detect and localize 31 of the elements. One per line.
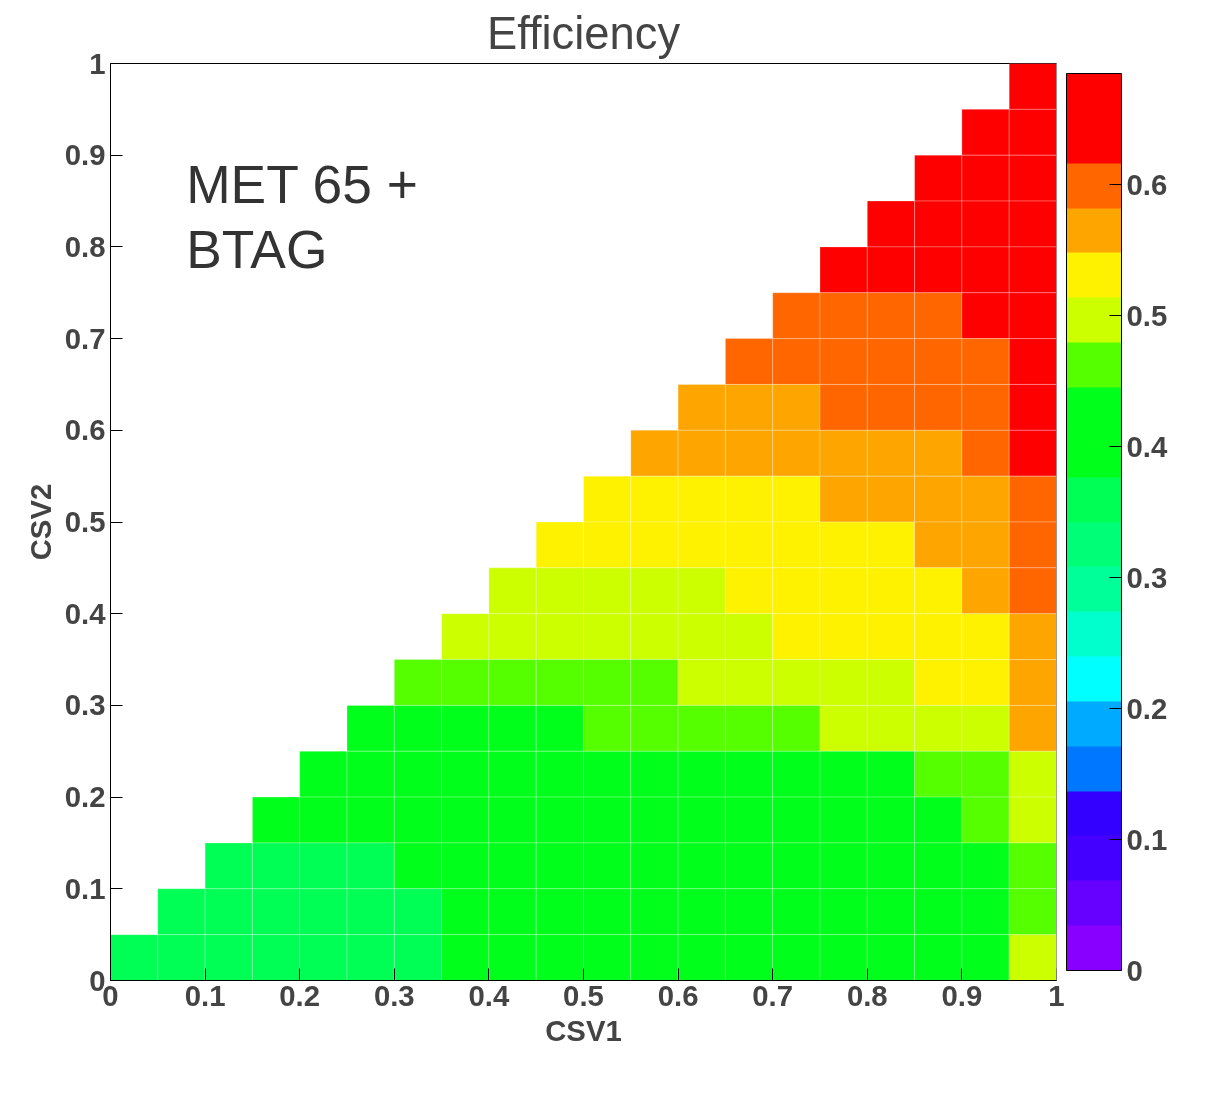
x-tick-label: 0.7 — [752, 978, 794, 1012]
x-tick-label: 0.2 — [279, 978, 321, 1012]
color-bar-label: 0.6 — [1126, 167, 1168, 201]
x-tick-label: 1 — [1048, 978, 1065, 1012]
x-tick-label: 0.8 — [846, 978, 888, 1012]
color-bar-label: 0.4 — [1126, 429, 1168, 463]
x-tick-label: 0.4 — [468, 978, 510, 1012]
y-tick-label: 0.5 — [64, 505, 106, 538]
y-tick-label: 0.3 — [64, 688, 106, 722]
color-bar-label: 0.5 — [1126, 298, 1168, 332]
y-axis-title: CSV2 — [23, 483, 57, 561]
y-tick-label: 0.9 — [64, 138, 106, 172]
y-tick-label: 1 — [89, 46, 106, 80]
y-tick-label: 0.6 — [64, 413, 106, 447]
annotation: MET 65 + BTAG — [186, 155, 418, 280]
x-axis-title: CSV1 — [545, 1013, 622, 1047]
color-bar-label: 0.3 — [1126, 560, 1168, 594]
y-tick-label: 0.1 — [64, 871, 106, 905]
y-tick-label: 0.4 — [64, 596, 107, 630]
chart-title: Efficiency — [486, 7, 681, 59]
x-tick-label: 0.1 — [184, 978, 226, 1012]
y-tick-label: 0.7 — [64, 321, 106, 355]
y-tick-label: 0.2 — [64, 780, 106, 814]
color-bar-label: 0.2 — [1126, 691, 1168, 725]
color-bar-label: 0.1 — [1126, 822, 1168, 856]
x-tick-label: 0.5 — [563, 978, 604, 1012]
x-tick-label: 0.9 — [941, 978, 983, 1012]
y-tick-label: 0.8 — [64, 229, 106, 263]
x-tick-label: 0.3 — [373, 978, 415, 1012]
x-tick-label: 0.6 — [657, 978, 699, 1012]
color-bar-label: 0 — [1126, 953, 1143, 987]
